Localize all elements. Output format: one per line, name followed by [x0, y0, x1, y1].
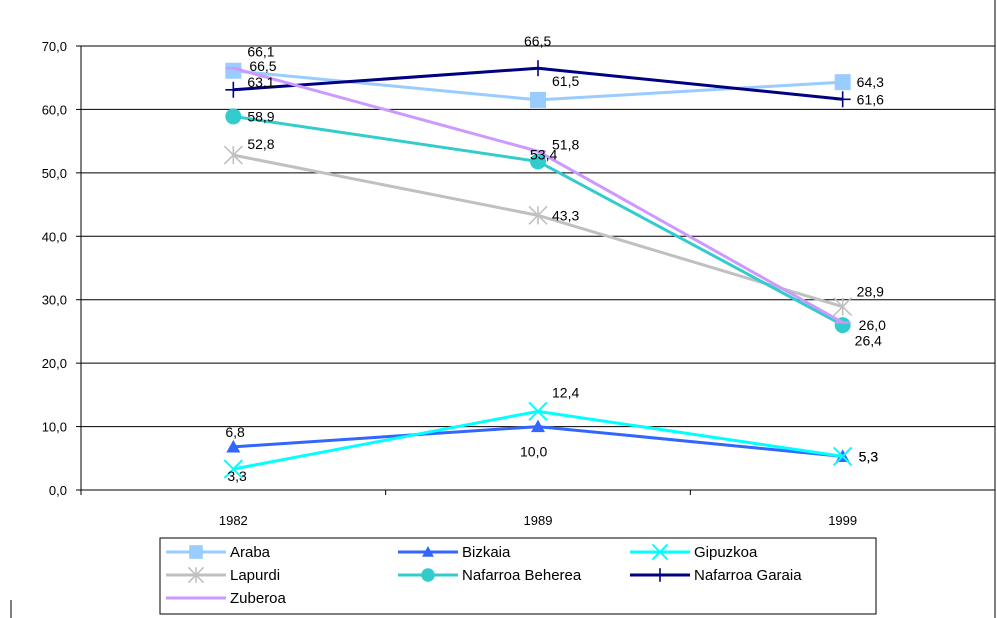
legend-label: Nafarroa Beherea: [462, 567, 582, 584]
marker-stroke: [223, 459, 244, 479]
legend-item: Nafarroa Beherea: [398, 567, 582, 584]
data-point: [530, 60, 546, 77]
legend-box: [159, 537, 877, 615]
series-gipuzkoa: [223, 401, 853, 479]
data-point: [530, 153, 546, 170]
legend-item: Lapurdi: [166, 566, 280, 584]
marker-shape: [226, 439, 241, 453]
data-point: [225, 81, 242, 98]
data-point: [223, 145, 243, 165]
series-nafarroa-garaia: [225, 60, 851, 108]
data-point: [528, 205, 548, 225]
data-label: 58,9: [247, 108, 274, 124]
legend-swatch-marker: [653, 568, 667, 582]
y-tick-label: 70,0: [42, 39, 67, 54]
data-label: 26,0: [859, 317, 886, 333]
x-tick-label: 1982: [219, 513, 248, 528]
series-group: [223, 60, 853, 479]
data-label: 43,3: [552, 207, 579, 223]
data-label: 66,5: [524, 33, 551, 49]
data-label: 64,3: [857, 74, 884, 90]
legend-label: Araba: [230, 544, 271, 561]
y-tick-label: 30,0: [42, 293, 67, 308]
data-label: 66,5: [249, 58, 276, 74]
axes: [80, 46, 995, 491]
data-point: [832, 446, 853, 467]
x-tick-label: 1999: [828, 513, 857, 528]
legend-item: Araba: [166, 544, 271, 561]
marker-shape: [225, 62, 242, 79]
data-label: 53,4: [530, 146, 557, 162]
legend-label: Nafarroa Garaia: [694, 567, 802, 584]
data-label: 51,8: [552, 136, 579, 152]
data-label: 28,9: [857, 284, 884, 300]
series-zuberoa: [225, 66, 851, 324]
legend-swatch-marker: [421, 568, 435, 582]
data-label: 10,0: [520, 444, 547, 460]
marker-shape: [225, 108, 242, 125]
data-point: [833, 297, 853, 317]
y-tick-label: 20,0: [42, 356, 67, 371]
data-label: 3,3: [227, 468, 247, 484]
data-label: 52,8: [247, 136, 274, 152]
data-label: 6,8: [225, 424, 245, 440]
legend-label: Bizkaia: [462, 544, 511, 561]
marker-stroke: [832, 446, 853, 467]
legend-swatch-marker: [189, 545, 203, 559]
x-axis-ticks: 1982 1989 1999: [80, 490, 996, 528]
legend-swatch-marker: [651, 543, 669, 561]
data-label: 63,1: [247, 74, 274, 90]
marker-shape: [189, 545, 203, 559]
marker-stroke: [651, 543, 669, 561]
data-point: [834, 91, 851, 108]
legend-item: Nafarroa Garaia: [630, 567, 802, 584]
marker-stroke: [528, 401, 548, 422]
marker-shape: [422, 546, 434, 557]
data-label: 26,4: [855, 333, 882, 349]
data-label: 66,1: [247, 44, 274, 60]
data-label: 5,3: [859, 448, 879, 464]
y-tick-label: 0,0: [49, 483, 67, 498]
legend-item: Zuberoa: [166, 590, 287, 607]
y-tick-label: 60,0: [42, 102, 67, 117]
legend-label: Lapurdi: [230, 567, 280, 584]
data-point: [226, 439, 241, 453]
marker-shape: [530, 153, 546, 170]
legend-item: Bizkaia: [398, 544, 511, 561]
legend-label: Zuberoa: [230, 590, 287, 607]
data-point: [223, 459, 244, 479]
data-label: 61,5: [552, 73, 579, 89]
legend-label: Gipuzkoa: [694, 544, 758, 561]
marker-shape: [530, 91, 546, 108]
legend-swatch-marker: [187, 566, 205, 584]
data-labels: 66,161,5 64,36,810,0 5,33,312,45,352,843,3…: [225, 33, 886, 484]
legend-item: Gipuzkoa: [630, 543, 758, 561]
data-point: [528, 401, 548, 422]
x-tick-label: 1989: [524, 513, 553, 528]
marker-shape: [834, 74, 851, 91]
y-axis-ticks: 0,0 10,0 20,0 30,0 40,0 50,0 60,0 70,0: [42, 39, 81, 498]
data-label: 61,6: [857, 91, 884, 107]
y-tick-label: 40,0: [42, 229, 67, 244]
data-point: [531, 419, 545, 433]
data-point: [530, 91, 546, 108]
data-point: [225, 108, 242, 125]
data-label: 12,4: [552, 384, 579, 400]
legend-swatch-marker: [422, 546, 434, 557]
marker-shape: [531, 419, 545, 433]
data-point: [225, 62, 242, 79]
series-lapurdi: [223, 145, 853, 317]
marker-shape: [421, 568, 435, 582]
data-point: [834, 74, 851, 91]
legend: Araba Bizkaia Gipuzkoa Lapurdi Nafarroa Behe…: [159, 537, 877, 615]
y-tick-label: 10,0: [42, 420, 67, 435]
y-tick-label: 50,0: [42, 166, 67, 181]
data-label: 5,3: [859, 448, 879, 464]
